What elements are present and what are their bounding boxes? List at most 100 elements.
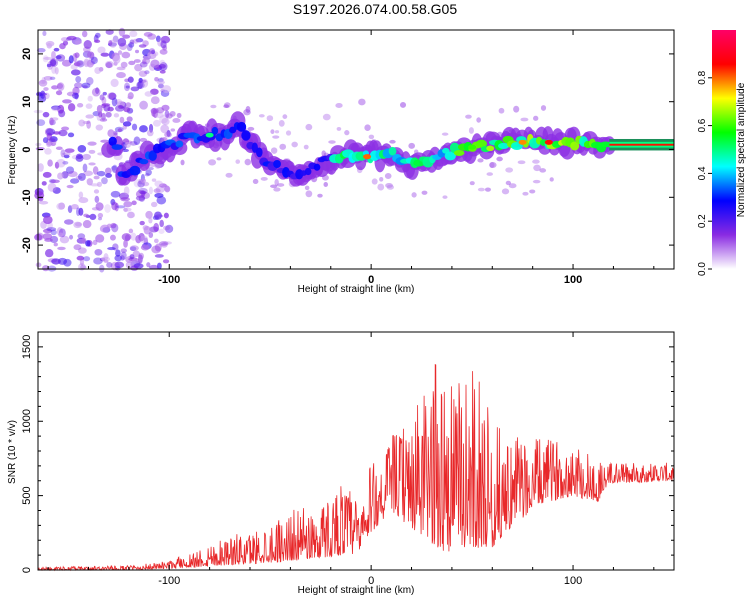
noise-blob <box>505 167 514 173</box>
noise-blob <box>123 207 128 213</box>
ridge-core <box>175 140 184 148</box>
noise-blob <box>145 210 153 219</box>
noise-blob <box>68 55 74 64</box>
noise-blob <box>501 188 510 195</box>
noise-blob <box>74 222 83 227</box>
noise-blob <box>496 156 503 162</box>
noise-blob <box>148 217 153 224</box>
noise-blob <box>62 99 72 104</box>
noise-blob <box>55 146 63 151</box>
noise-blob <box>105 60 114 68</box>
noise-blob <box>468 127 474 134</box>
noise-blob <box>82 153 91 161</box>
noise-blob <box>120 61 128 68</box>
noise-blob <box>156 80 165 85</box>
noise-blob <box>155 35 161 43</box>
noise-blob <box>42 228 53 234</box>
noise-blob <box>305 190 313 198</box>
noise-blob <box>38 94 47 103</box>
noise-blob <box>42 215 53 225</box>
noise-blob <box>67 132 75 138</box>
noise-blob <box>85 114 94 119</box>
snr-xtick-label: 0 <box>368 575 374 587</box>
noise-blob <box>285 130 292 136</box>
noise-blob <box>364 124 371 132</box>
snr-frame <box>37 331 675 571</box>
noise-blob <box>86 120 92 129</box>
noise-blob <box>66 184 74 189</box>
noise-blob <box>139 137 148 142</box>
noise-blob <box>51 85 59 90</box>
noise-blob <box>105 111 112 118</box>
noise-blob <box>60 149 66 158</box>
noise-blob <box>305 123 313 131</box>
noise-blob <box>59 43 66 50</box>
noise-blob <box>125 85 130 89</box>
snr-line <box>37 363 675 572</box>
noise-blob <box>169 110 176 117</box>
noise-blob <box>94 248 103 256</box>
noise-blob <box>57 257 68 265</box>
noise-blob <box>120 251 127 260</box>
noise-blob <box>317 193 323 198</box>
noise-blob <box>153 188 161 194</box>
ridge-peak <box>205 132 214 138</box>
noise-blob <box>91 87 101 97</box>
ridge-band-core <box>609 143 674 146</box>
noise-blob <box>50 138 57 147</box>
noise-blob <box>116 71 126 79</box>
spec-xtick-label: 0 <box>368 274 374 286</box>
noise-blob <box>51 105 61 111</box>
noise-blob <box>37 163 44 172</box>
spec-xtick-label: -100 <box>158 274 180 286</box>
noise-blob <box>276 183 285 187</box>
noise-blob <box>130 86 140 92</box>
noise-blob <box>216 157 222 161</box>
ridge-core <box>148 150 157 162</box>
noise-blob <box>252 178 259 185</box>
noise-blob <box>266 115 274 122</box>
noise-blob <box>160 124 170 134</box>
noise-blob <box>44 148 52 155</box>
noise-blob <box>139 235 149 244</box>
noise-blob <box>148 232 154 238</box>
noise-blob <box>92 166 99 175</box>
colorbar-tick-label: 0.2 <box>697 214 708 228</box>
noise-blob <box>95 234 105 243</box>
noise-blob <box>154 211 162 220</box>
noise-blob <box>150 96 160 105</box>
noise-blob <box>41 76 46 84</box>
noise-blob <box>64 148 75 153</box>
noise-blob <box>484 187 491 192</box>
noise-blob <box>151 245 161 254</box>
colorbar-ticks: 0.0 0.2 0.4 0.6 0.8 <box>697 70 712 276</box>
noise-blob <box>141 190 146 197</box>
ridge-core <box>236 121 247 132</box>
noise-blob <box>73 221 82 229</box>
noise-blob <box>123 186 130 196</box>
noise-blob <box>35 262 42 268</box>
noise-blob <box>93 189 100 194</box>
colorbar: 0.0 0.2 0.4 0.6 0.8 Normalized spectral ampl… <box>697 30 747 276</box>
noise-blob <box>83 213 89 218</box>
noise-blob <box>143 31 153 37</box>
noise-blob <box>43 75 53 81</box>
noise-blob <box>99 224 110 233</box>
noise-blob <box>154 238 159 244</box>
noise-blob <box>144 91 153 97</box>
noise-blob <box>505 180 512 186</box>
noise-blob <box>159 70 166 74</box>
noise-blob <box>100 139 110 143</box>
noise-blob <box>532 159 540 164</box>
noise-blob <box>67 103 76 112</box>
noise-blob <box>94 195 100 203</box>
noise-blob <box>140 178 146 184</box>
noise-blob <box>75 76 82 83</box>
noise-blob <box>42 55 49 63</box>
noise-blob <box>56 83 64 89</box>
noise-blob <box>386 184 394 190</box>
noise-blob <box>130 232 137 241</box>
noise-blob <box>89 213 97 221</box>
noise-blob <box>498 107 505 114</box>
noise-blob <box>154 254 164 258</box>
